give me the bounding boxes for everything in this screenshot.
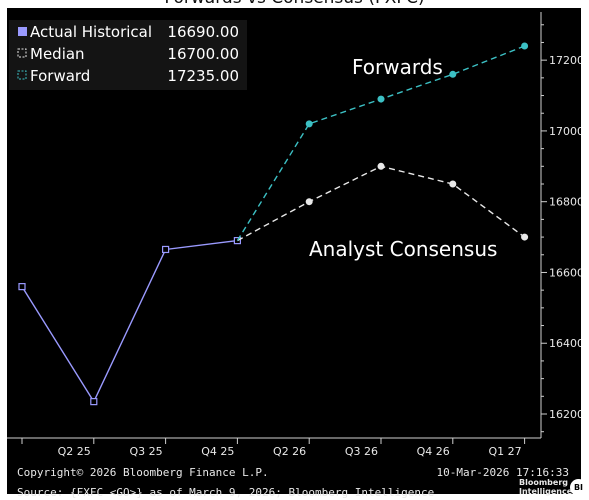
- y-tick-label: 16400: [549, 337, 581, 350]
- median-point: [449, 180, 457, 188]
- x-tick-label: Q2 25: [58, 445, 91, 458]
- chart-frame: 16200 16400 16600 16800 17000 17200 Q2 25 Q3 25…: [7, 8, 587, 499]
- brand-logo: Bloomberg Intelligence BI: [519, 478, 589, 500]
- legend-median-swatch: [17, 48, 27, 58]
- copyright-text: Copyright© 2026 Bloomberg Finance L.P.: [17, 466, 269, 479]
- actual-historical-point: [162, 245, 170, 254]
- median-point: [305, 198, 313, 206]
- legend-forward-swatch: [17, 70, 27, 80]
- title-strip: Forwards vs Consensus (FXFC): [0, 0, 589, 8]
- x-tick-label: Q2 26: [273, 445, 306, 458]
- legend-box: [9, 20, 247, 90]
- forward-point: [521, 42, 529, 50]
- actual-historical-point: [18, 283, 26, 291]
- x-tick-label: Q3 25: [129, 445, 162, 458]
- bi-badge-icon: BI: [570, 479, 587, 496]
- annotation-median: Analyst Consensus: [309, 237, 497, 261]
- legend-forward-value: 17235.00: [167, 67, 239, 85]
- forward-point: [377, 95, 385, 103]
- legend-actual-historical-name: Actual Historical: [30, 23, 152, 41]
- legend-median-name: Median: [30, 45, 85, 63]
- legend-actual-historical-value: 16690.00: [167, 23, 239, 41]
- brand-name: Bloomberg Intelligence: [519, 478, 573, 496]
- source-text: Source: {FXFC <GO>} as of March 9, 2026;…: [17, 486, 435, 499]
- actual-historical-point: [90, 398, 98, 406]
- median-point: [521, 233, 529, 241]
- forward-point: [305, 120, 313, 128]
- legend-actual-historical-swatch: [18, 27, 27, 36]
- median-point: [377, 162, 385, 170]
- y-tick-label: 16600: [549, 266, 581, 279]
- chart-title: Forwards vs Consensus (FXFC): [0, 0, 589, 8]
- chart-plot: 16200 16400 16600 16800 17000 17200 Q2 25 Q3 25…: [7, 12, 581, 458]
- median-line: [237, 165, 526, 242]
- legend-median-value: 16700.00: [167, 45, 239, 63]
- forward-point: [449, 70, 457, 78]
- y-tick-label: 16200: [549, 408, 581, 421]
- actual-historical-line: [21, 239, 238, 404]
- x-tick-label: Q3 26: [345, 445, 378, 458]
- legend-forward-name: Forward: [30, 67, 90, 85]
- x-tick-label: Q1 27: [488, 445, 521, 458]
- timestamp-text: 10-Mar-2026 17:16:33: [436, 466, 569, 479]
- y-tick-label: 17200: [549, 54, 581, 67]
- x-tick-label: Q4 26: [417, 445, 450, 458]
- annotation-forward: Forwards: [352, 55, 443, 79]
- y-tick-label: 17000: [549, 125, 581, 138]
- y-tick-label: 16800: [549, 196, 581, 209]
- x-tick-label: Q4 25: [201, 445, 234, 458]
